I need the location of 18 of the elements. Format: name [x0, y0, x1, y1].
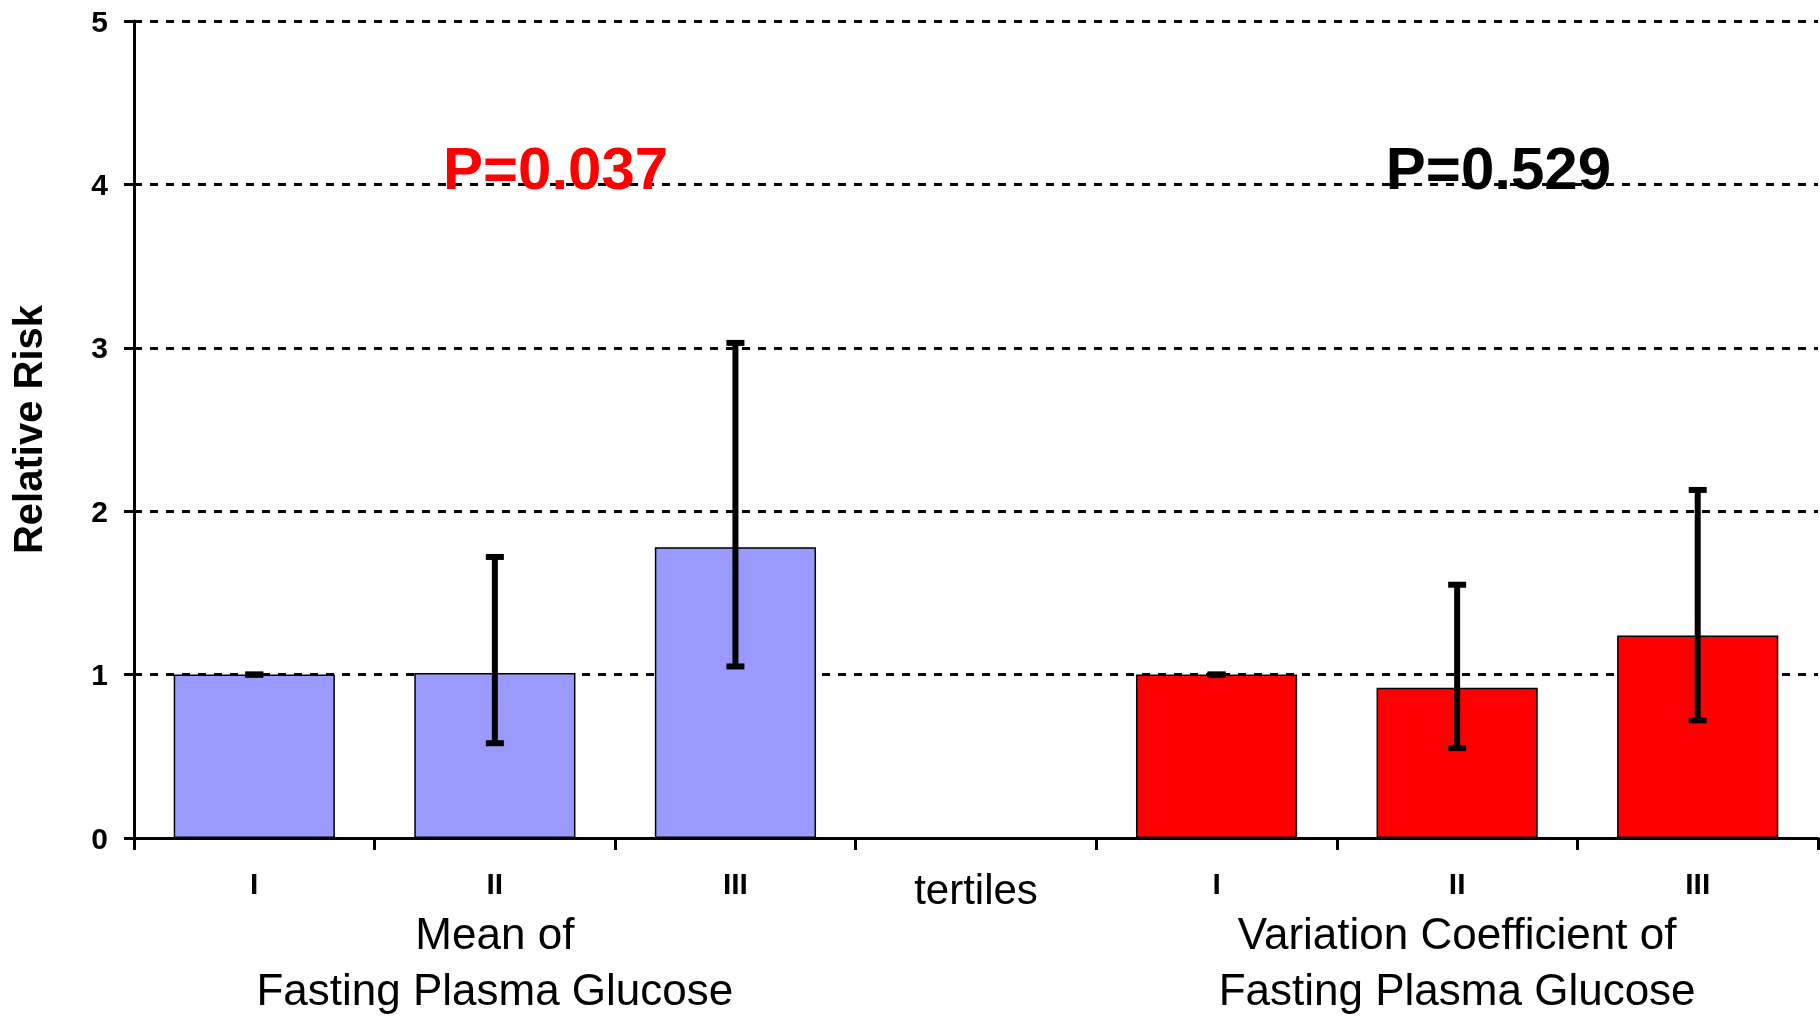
text: Variation Coefficient of Fasting Plasma Glucose	[1218, 908, 1696, 1014]
y-tick-label: 0	[91, 821, 108, 855]
x-tick-label: I	[1212, 866, 1221, 900]
annotation: P=0.529	[1385, 134, 1612, 202]
y-tick-label: 3	[91, 331, 108, 365]
text: Mean of Fasting Plasma Glucose	[256, 908, 734, 1014]
y-tick-label: 1	[91, 658, 108, 692]
y-tick-label: 5	[91, 4, 108, 38]
y-tick-label: 2	[91, 494, 108, 528]
x-tick-label: III	[1685, 866, 1711, 900]
x-tick-label: II	[1448, 866, 1466, 900]
x-tick-label: I	[250, 866, 259, 900]
y-axis-title: Relative Risk	[6, 304, 50, 555]
x-tick-label: III	[722, 866, 748, 900]
x-tick-label: II	[486, 866, 504, 900]
x-tick-label: tertiles	[914, 865, 1038, 913]
annotation: P=0.037	[443, 134, 669, 202]
y-tick-label: 4	[91, 167, 109, 201]
